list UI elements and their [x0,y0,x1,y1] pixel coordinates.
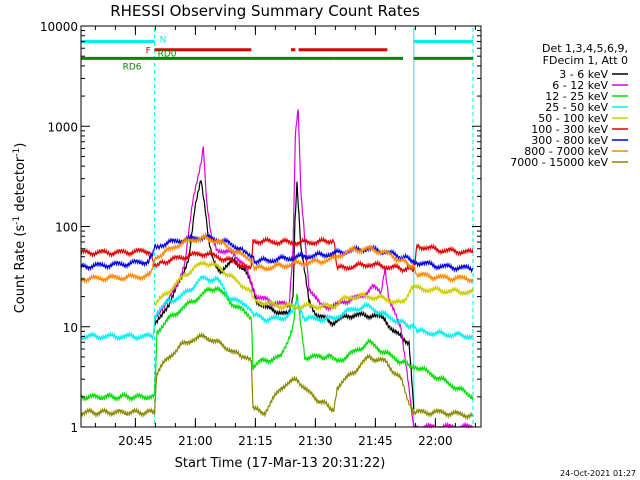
x-tick-label: 21:30 [298,434,333,448]
legend-label: 6 - 12 keV [552,79,608,92]
chart-title: RHESSI Observing Summary Count Rates [110,2,420,20]
series-line [80,274,474,342]
y-tick-label: 1000 [47,120,78,134]
flag-label: N [160,36,167,46]
legend-label: 300 - 800 keV [531,134,608,147]
x-tick-label: 21:15 [238,434,273,448]
series-line [80,284,474,403]
x-tick-label: 21:00 [178,434,213,448]
y-tick-label: 10 [63,321,78,335]
series-line [80,232,474,274]
x-tick-label: 22:00 [418,434,453,448]
series-line [80,232,474,285]
y-tick-label: 100 [55,221,78,235]
flag-label: RD0 [158,49,177,59]
series-line [154,109,473,429]
y-tick-label: 1 [70,421,78,435]
x-tick-label: 20:45 [118,434,153,448]
x-axis-label: Start Time (17-Mar-13 20:31:22) [175,456,386,471]
series-line [80,235,474,275]
x-tick-label: 21:45 [358,434,393,448]
series-line [80,331,474,421]
legend-label: 50 - 100 keV [538,112,608,125]
legend-header: FDecim 1, Att 0 [543,54,628,67]
flag-label: RD6 [123,62,142,72]
legend: Det 1,3,4,5,6,9,FDecim 1, Att 03 - 6 keV… [510,42,628,169]
axes: 1 10 100 1000 10000 20:45 21:00 21:15 21:30 21:45… [40,20,482,448]
series-line [154,259,474,312]
flag-label: F [146,47,151,57]
y-tick-label: 10000 [40,20,78,34]
legend-label: 25 - 50 keV [545,101,608,114]
legend-label: 100 - 300 keV [531,123,608,136]
plot-area: NF RD0 RD6 [80,28,474,429]
legend-header: Det 1,3,4,5,6,9, [542,42,628,55]
plot-frame [80,25,482,428]
footer-timestamp: 24-Oct-2021 01:27 [560,469,636,478]
legend-label: 800 - 7000 keV [524,145,608,158]
series-line [154,179,415,410]
y-axis-label: Count Rate (s-1 detector-1) [12,143,28,314]
legend-label: 7000 - 15000 keV [510,156,608,169]
legend-label: 12 - 25 keV [545,90,608,103]
legend-label: 3 - 6 keV [559,68,608,81]
